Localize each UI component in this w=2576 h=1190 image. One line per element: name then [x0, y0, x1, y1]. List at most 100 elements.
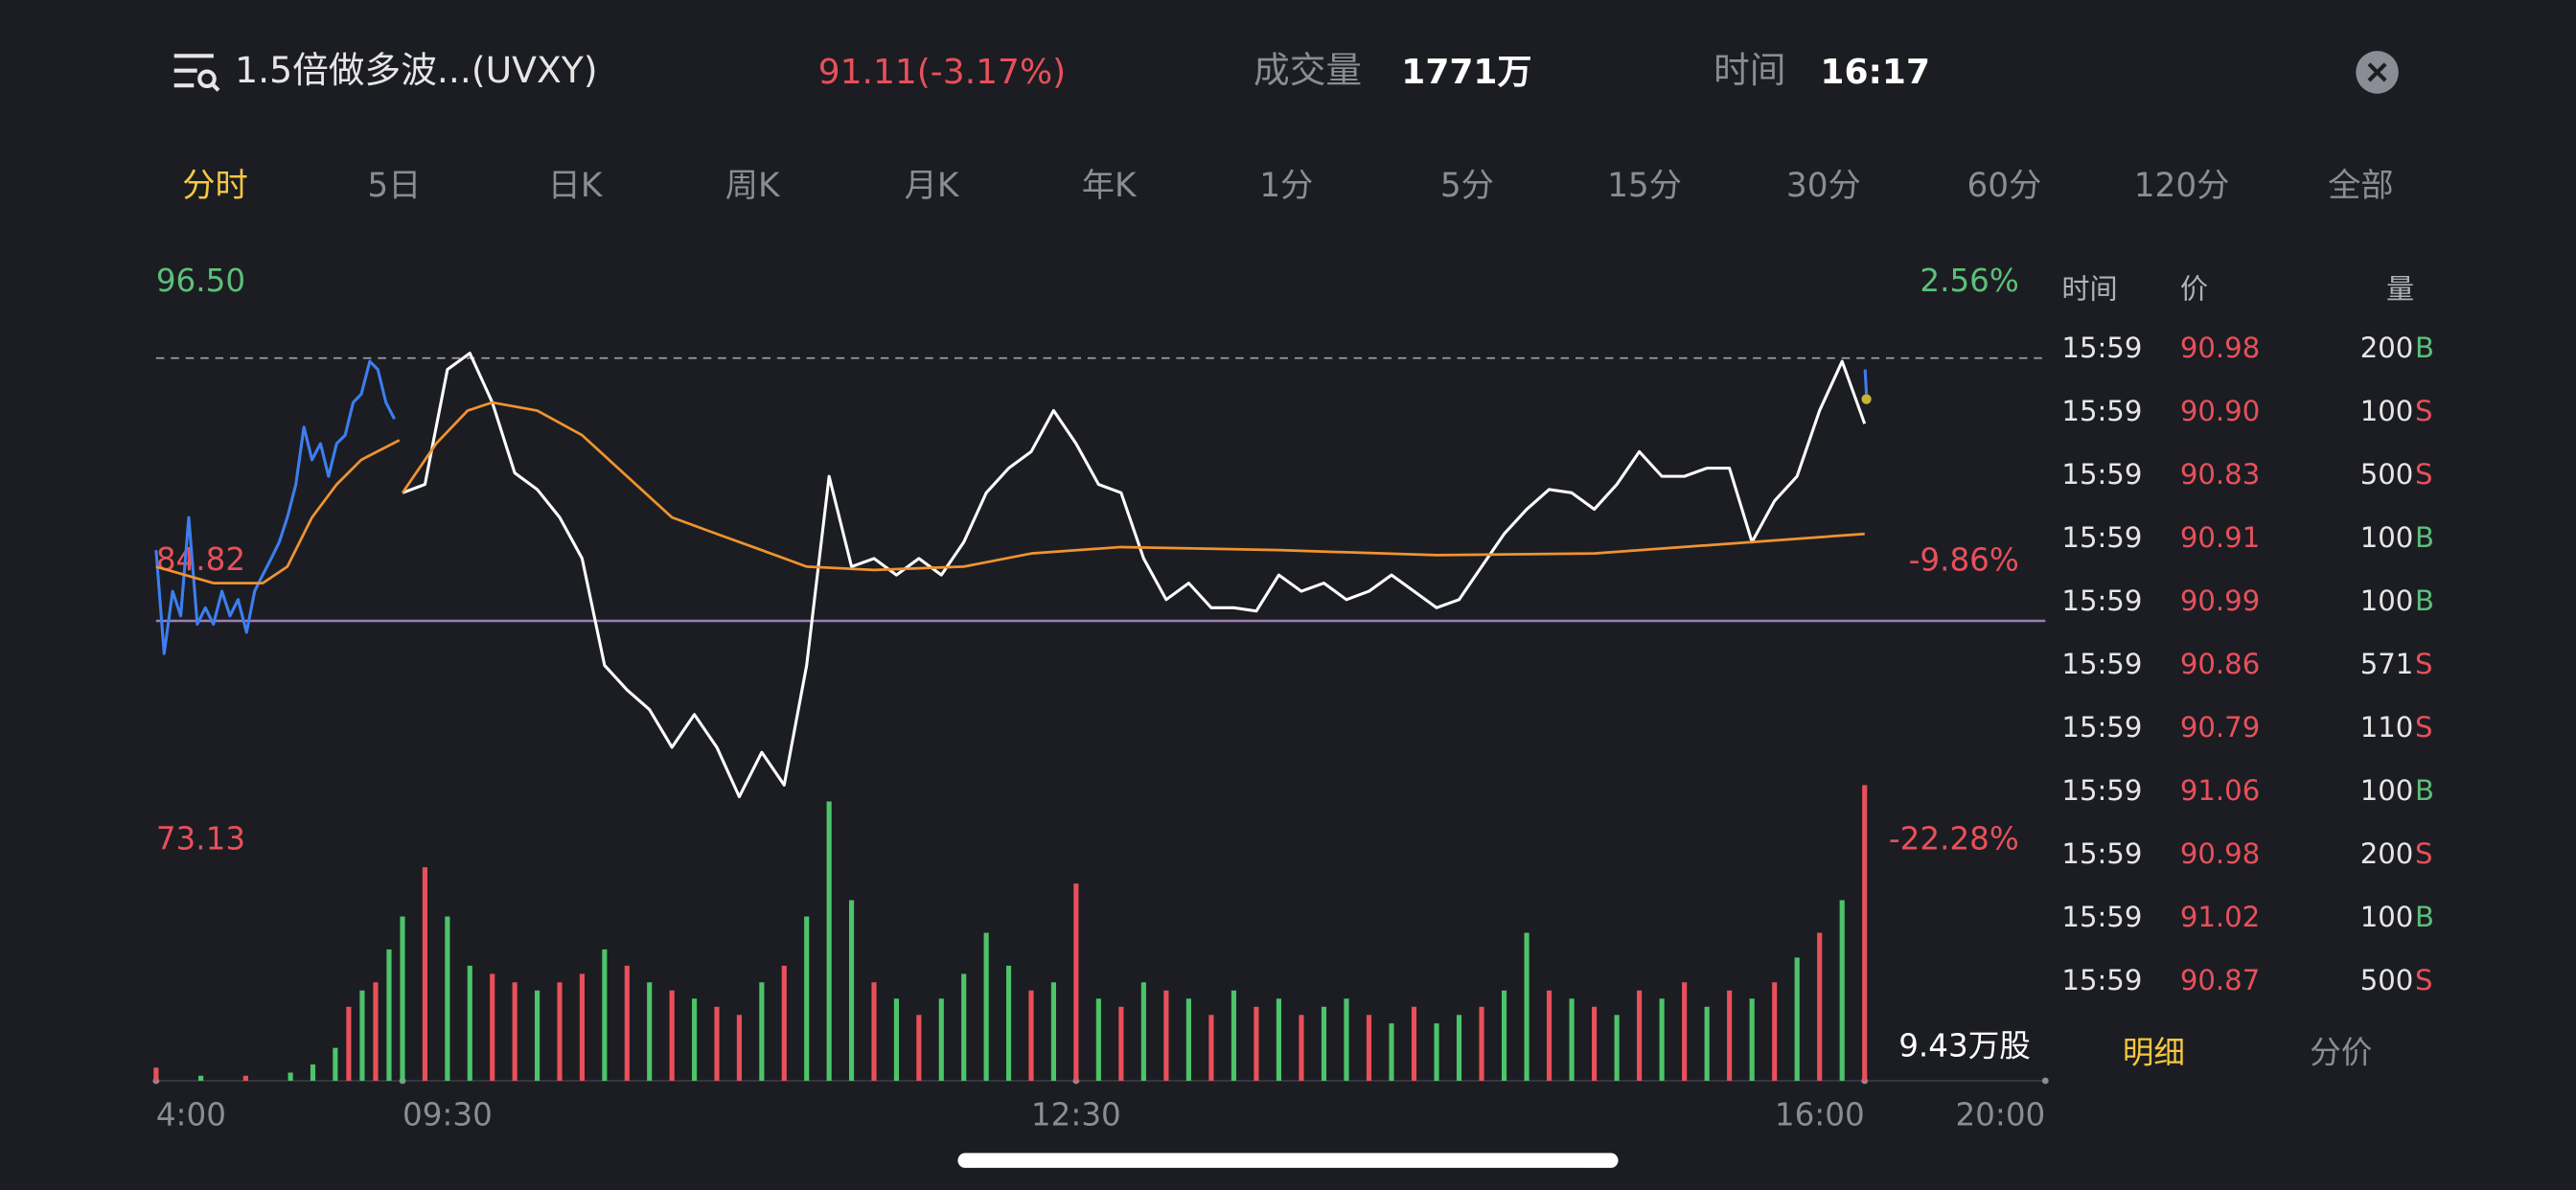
volume-bar	[1254, 1006, 1259, 1081]
volume-bar	[916, 1015, 922, 1081]
period-tab[interactable]: 1分	[1259, 167, 1313, 205]
volume-bar	[490, 973, 495, 1081]
y-tick-label: 84.82	[156, 541, 245, 578]
volume-bar	[1862, 785, 1868, 1081]
volume-bar	[1208, 1015, 1214, 1081]
trade-price: 90.86	[2180, 648, 2260, 680]
trade-volume: 571	[2360, 648, 2414, 680]
volume-bar	[1772, 982, 1778, 1081]
volume-bar	[1185, 998, 1191, 1081]
volume-bar	[557, 982, 563, 1081]
trade-side: S	[2415, 395, 2433, 427]
volume-bar	[848, 900, 855, 1081]
detail-tab[interactable]: 分价	[2310, 1035, 2372, 1071]
volume-bar	[736, 1015, 742, 1081]
volume-bar	[242, 1075, 248, 1081]
time-value: 16:17	[1820, 53, 1930, 92]
x-tick-label: 09:30	[402, 1097, 493, 1133]
period-tab[interactable]: 全部	[2328, 167, 2394, 205]
trade-volume: 200	[2360, 837, 2414, 870]
period-tab[interactable]: 15分	[1607, 167, 1682, 205]
volume-bar	[961, 973, 967, 1081]
detail-tab[interactable]: 明细	[2123, 1035, 2185, 1071]
volume-bar	[359, 990, 365, 1081]
trade-side: B	[2415, 521, 2434, 554]
volume-bar	[1659, 998, 1665, 1081]
volume-bar	[624, 965, 630, 1081]
y-tick-label: 73.13	[156, 821, 245, 858]
period-tab[interactable]: 周K	[725, 167, 781, 205]
volume-bar	[1592, 1006, 1598, 1081]
trade-side: S	[2415, 964, 2433, 996]
volume-bar	[781, 965, 787, 1081]
close-button[interactable]	[2356, 51, 2399, 94]
volume-bar	[1456, 1015, 1462, 1081]
trade-side: S	[2415, 648, 2433, 680]
volume-bar	[579, 973, 585, 1081]
volume-bar	[1434, 1023, 1439, 1081]
price-line	[155, 400, 1865, 584]
trade-volume: 500	[2360, 964, 2414, 996]
volume-bar	[1794, 957, 1800, 1081]
volume-bar	[1749, 998, 1755, 1081]
volume-label: 成交量	[1254, 49, 1362, 91]
price-line	[1863, 369, 1869, 395]
trade-time: 15:59	[2061, 837, 2142, 870]
volume-bar	[1389, 1023, 1394, 1081]
period-tab[interactable]: 120分	[2134, 167, 2230, 205]
trade-price: 90.91	[2180, 521, 2260, 554]
period-tab[interactable]: 30分	[1786, 167, 1861, 205]
trade-side: S	[2415, 458, 2433, 491]
trade-side: S	[2415, 711, 2433, 744]
volume-bar	[1817, 932, 1823, 1081]
period-tab[interactable]: 月K	[905, 167, 960, 205]
volume-bar	[1073, 883, 1079, 1081]
trade-price: 90.83	[2180, 458, 2260, 491]
trade-price: 90.98	[2180, 837, 2260, 870]
trade-volume: 100	[2360, 395, 2414, 427]
y-tick-label: 96.50	[156, 263, 245, 299]
stock-title: 1.5倍做多波...(UVXY)	[235, 49, 597, 91]
trade-price: 90.90	[2180, 395, 2260, 427]
trade-side: S	[2415, 837, 2433, 870]
trade-price: 90.87	[2180, 964, 2260, 996]
last-point-dot	[1861, 394, 1872, 404]
volume-bar	[1524, 932, 1530, 1081]
trade-time: 15:59	[2061, 332, 2142, 364]
period-tab[interactable]: 分时	[182, 167, 248, 205]
volume-bar	[983, 932, 989, 1081]
menu-icon[interactable]	[173, 54, 220, 92]
x-tick-label: 20:00	[1955, 1097, 2045, 1133]
volume-bar	[804, 916, 810, 1081]
trade-price: 90.98	[2180, 332, 2260, 364]
price-line	[402, 352, 1867, 799]
volume-value: 1771万	[1401, 53, 1531, 92]
period-tab[interactable]: 日K	[548, 167, 604, 205]
period-tab[interactable]: 60分	[1966, 167, 2041, 205]
period-tab[interactable]: 年K	[1082, 167, 1138, 205]
trade-time: 15:59	[2061, 964, 2142, 996]
y2-tick-label: -9.86%	[1909, 541, 2019, 578]
time-label: 时间	[1714, 49, 1785, 91]
volume-bar	[1028, 990, 1034, 1081]
volume-bar	[1006, 965, 1012, 1081]
period-tab[interactable]: 5分	[1440, 167, 1494, 205]
volume-bar	[1050, 982, 1056, 1081]
volume-bar	[1276, 998, 1282, 1081]
volume-bar	[1501, 990, 1507, 1081]
volume-bar	[445, 916, 450, 1081]
volume-bar	[1321, 1006, 1327, 1081]
volume-bar	[1366, 1015, 1372, 1081]
volume-bar	[310, 1064, 316, 1081]
period-tab[interactable]: 5日	[367, 167, 421, 205]
volume-bar	[1727, 990, 1733, 1081]
volume-bar	[373, 982, 379, 1081]
quote: 91.11(-3.17%)	[818, 53, 1067, 92]
trade-volume: 100	[2360, 901, 2414, 933]
trade-side: B	[2415, 584, 2434, 617]
volume-bar	[1344, 998, 1349, 1081]
volume-bar	[1118, 1006, 1124, 1081]
volume-bar	[826, 801, 832, 1081]
volume-bar	[1411, 1006, 1417, 1081]
table-header: 时间	[2061, 272, 2117, 305]
